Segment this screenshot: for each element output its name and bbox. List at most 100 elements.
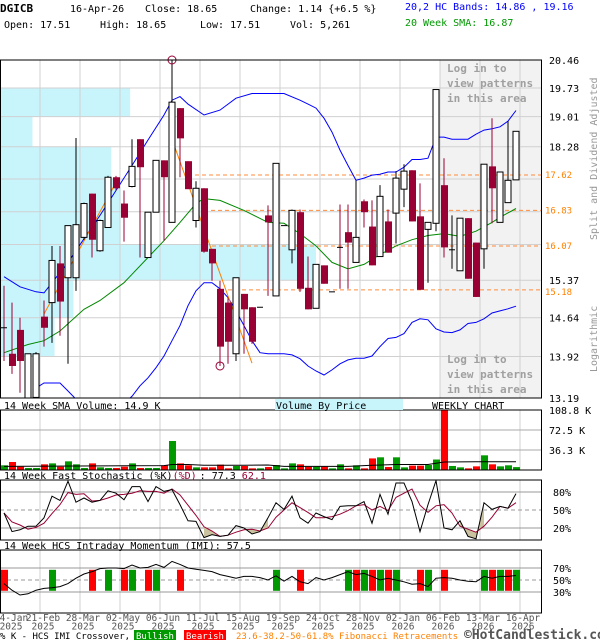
date-axis-year: 2025 — [232, 622, 255, 633]
stoch-axis-label: 50% — [553, 506, 571, 517]
crossover-signal-bar — [481, 569, 488, 591]
volume-bar — [337, 464, 344, 470]
volume-bar — [417, 465, 424, 470]
candle — [321, 265, 328, 284]
candle-body-down — [385, 221, 392, 253]
volume-bar — [297, 464, 304, 470]
price-plot — [1, 60, 520, 398]
candle — [345, 204, 352, 289]
candle-body-up — [352, 236, 360, 263]
date-axis-label: 24-Jan — [0, 613, 28, 624]
upper-band-line — [3, 93, 517, 294]
stoch-axis-label: 20% — [553, 524, 571, 535]
candle-body-up — [400, 170, 408, 190]
crossover-signal-bar — [497, 569, 504, 591]
site-brand[interactable]: ©HotCandlestick.com — [464, 628, 600, 640]
candle — [217, 280, 224, 366]
candle-body-down — [113, 177, 120, 189]
date-axis-label: 21-Feb — [26, 613, 61, 624]
volume-panel-title: 14 Week SMA Volume: 14.9 K — [4, 401, 161, 412]
volume-bar — [441, 410, 448, 470]
candle-body-up — [272, 162, 280, 297]
stochastic-panel-border — [0, 479, 542, 541]
candle-body-down — [409, 170, 416, 222]
crossover-signal-bar — [441, 569, 448, 591]
date-axis-label: 13-Mar — [466, 613, 501, 624]
candle — [504, 121, 512, 204]
imi-panel-border — [0, 549, 542, 614]
candle — [80, 202, 88, 240]
crossover-signal-bar — [385, 569, 392, 591]
login-text-line: Log in to — [447, 353, 507, 366]
fibonacci-level-label: 17.62 — [545, 171, 572, 181]
imi-axis-label: 50% — [553, 576, 571, 587]
crossover-signal-bar — [505, 569, 512, 591]
locked-pattern-area — [440, 60, 541, 398]
date-axis-label: 06-Jun — [146, 613, 180, 624]
candle-body-down — [441, 185, 448, 248]
axes: 17.62 16.83 16.07 15.18 20.46 19.73 19.01 18.28… — [0, 56, 591, 633]
date-axis-year: 2025 — [192, 622, 215, 633]
volume-bar — [497, 466, 504, 470]
volume-bar — [345, 468, 352, 470]
volume-bar — [113, 468, 120, 470]
candle — [265, 205, 272, 296]
candle — [297, 209, 304, 292]
candle — [241, 293, 248, 354]
volume-bar — [361, 468, 368, 470]
candle — [144, 211, 152, 259]
candle-body-down — [249, 307, 256, 342]
volume-bar — [81, 468, 88, 470]
volume-bar — [489, 464, 496, 470]
date-axis-label: 28-Nov — [346, 613, 381, 624]
candle-body-down — [57, 263, 64, 302]
crossover-signal-bar — [89, 569, 96, 591]
volume-bar — [385, 467, 392, 470]
date-axis-label: 19-Sep — [266, 613, 301, 624]
volume-bar — [457, 467, 464, 470]
bands-legend: 20,2 HC Bands: 14.86 , 19.16 — [405, 2, 574, 13]
price-axis-label: 13.19 — [549, 394, 579, 405]
date-axis-year: 2025 — [272, 622, 295, 633]
locked-pattern-notice-top[interactable]: Log in to view patterns in this area — [447, 62, 533, 105]
candle — [465, 218, 472, 279]
price-panel — [0, 55, 542, 613]
candle — [376, 185, 384, 258]
crossover-signal-bar — [273, 569, 280, 591]
date-axis-year: 2026 — [432, 622, 455, 633]
vbp-label: Volume By Price — [276, 401, 366, 412]
candle-body-down — [121, 203, 128, 218]
locked-pattern-notice-bottom[interactable]: Log in to view patterns in this area — [447, 353, 533, 396]
date-axis-year: 2026 — [392, 622, 415, 633]
stoch-axis-label: 80% — [553, 488, 571, 499]
candle-body-up — [504, 179, 512, 204]
volume-bar — [169, 440, 176, 470]
ticker-symbol: DGICB — [0, 2, 33, 15]
lower-band-line — [35, 282, 517, 398]
candle-body-up — [432, 89, 440, 224]
date-axis-year: 2025 — [112, 622, 135, 633]
date-axis-label: 02-Jan — [386, 613, 420, 624]
candle — [9, 302, 16, 374]
candle-body-up — [96, 220, 104, 252]
volume-bar — [313, 466, 320, 470]
volume-bar — [217, 464, 224, 470]
candle — [432, 89, 440, 232]
candle-body-up — [144, 211, 152, 259]
date-axis-label: 15-Aug — [226, 613, 260, 624]
date-axis-year: 2025 — [32, 622, 55, 633]
candle — [249, 307, 256, 344]
candle-body-up — [152, 159, 160, 213]
scale-label: Logarithmic — [589, 306, 600, 372]
candle-body-down — [185, 161, 192, 190]
volume-by-price-bar — [1, 244, 316, 281]
volume-panel-border — [0, 409, 542, 471]
date-axis-year: 2026 — [472, 622, 495, 633]
volume-bar — [281, 468, 288, 470]
candle — [24, 353, 32, 398]
candle — [32, 352, 40, 398]
volume-bar — [121, 466, 128, 470]
candle-body-up — [168, 101, 176, 223]
crossover-signal-bar — [177, 569, 184, 591]
volume-bar — [73, 464, 80, 470]
